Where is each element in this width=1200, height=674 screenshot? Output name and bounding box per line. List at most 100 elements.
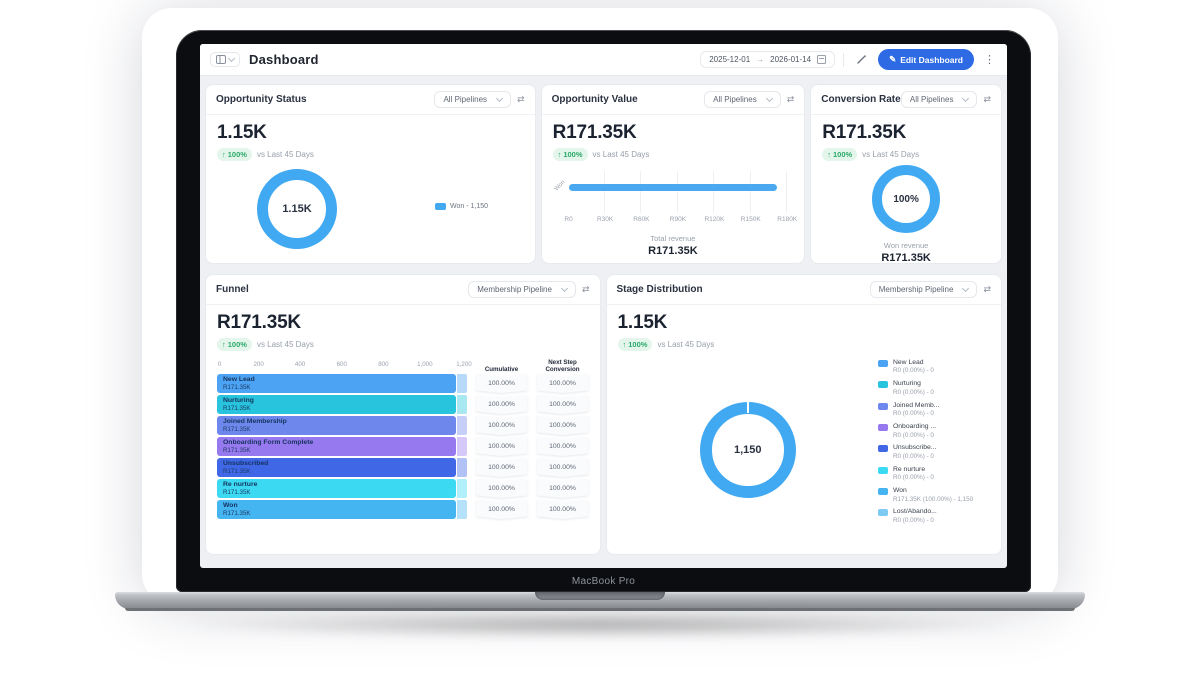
legend-item: Re nurture R0 (0.00%) - 0 — [877, 466, 990, 482]
dashboard-switcher-button[interactable] — [210, 52, 240, 67]
topbar: Dashboard 2025-12-01 → 2026-01-14 — [200, 44, 1007, 76]
kebab-menu[interactable]: ⋮ — [984, 54, 995, 66]
change-badge: ↑ 100% — [552, 148, 588, 161]
legend-item: New Lead R0 (0.00%) - 0 — [877, 359, 990, 375]
legend-swatch — [435, 203, 446, 210]
funnel-bar-row: New Lead R171.35K — [217, 374, 467, 393]
funnel-bar-row: Unsubscribed R171.35K — [217, 458, 467, 477]
card-title: Funnel — [216, 284, 249, 295]
legend-label: Won - 1,150 — [450, 203, 489, 210]
laptop-lid: Dashboard 2025-12-01 → 2026-01-14 — [176, 30, 1031, 592]
card-opportunity-value: Opportunity Value All Pipelines ⇄ R171.3… — [540, 84, 806, 264]
funnel-bar-row: Onboarding Form Complete R171.35K — [217, 437, 467, 456]
card-stage-distribution: Stage Distribution Membership Pipeline ⇄… — [605, 274, 1002, 555]
footer-value: R171.35K — [881, 252, 931, 264]
funnel-bar-row: Re nurture R171.35K — [217, 479, 467, 498]
metric-value: R171.35K — [822, 122, 907, 143]
funnel-x-axis: 0 200 400 600 800 1,000 1,200 — [217, 361, 472, 368]
up-arrow-icon: ↑ — [827, 150, 831, 159]
change-badge: ↑ 100% — [217, 148, 252, 161]
laptop-base — [115, 592, 1085, 611]
change-badge: ↑ 100% — [617, 338, 653, 351]
donut-center-label: 1,150 — [733, 444, 762, 457]
conversion-rate-chart: 100% Won revenue R171.35K — [822, 165, 990, 264]
swap-icon[interactable]: ⇄ — [581, 284, 590, 294]
magic-wand-button[interactable] — [852, 51, 870, 69]
card-conversion-rate: Conversion Rate All Pipelines ⇄ R171.35K — [810, 84, 1002, 264]
pipeline-select[interactable]: Membership Pipeline — [869, 281, 978, 298]
change-badge: ↑ 100% — [217, 338, 252, 351]
stage-legend: New Lead R0 (0.00%) - 0 Nurturing R0 (0.… — [877, 357, 990, 530]
donut-center-label: 1.15K — [282, 203, 312, 215]
stage-distribution-chart: 1,150 New Lead R0 (0.00%) - 0 — [618, 357, 990, 530]
change-caption: vs Last 45 Days — [862, 150, 920, 159]
swap-icon[interactable]: ⇄ — [517, 94, 525, 104]
toolbar-divider — [843, 52, 845, 67]
swap-icon[interactable]: ⇄ — [983, 94, 991, 104]
dashboard-screen: Dashboard 2025-12-01 → 2026-01-14 — [200, 44, 1007, 568]
revenue-bar — [568, 184, 777, 191]
legend-item: Won R171.35K (100.00%) - 1,150 — [877, 487, 990, 503]
footer-label: Total revenue — [650, 234, 696, 243]
change-caption: vs Last 45 Days — [592, 150, 650, 159]
swap-icon[interactable]: ⇄ — [786, 94, 795, 104]
pipeline-select[interactable]: All Pipelines — [704, 91, 781, 108]
metric-value: 1.15K — [617, 312, 668, 333]
cumulative-column: Cumulative 100.00% 100.00% 100.00% 100.0… — [475, 361, 528, 521]
footer-label: Won revenue — [883, 241, 929, 250]
pipeline-select-value: All Pipelines — [909, 95, 954, 104]
pipeline-select[interactable]: All Pipelines — [434, 91, 512, 108]
pencil-icon: ✎ — [889, 54, 897, 64]
change-caption: vs Last 45 Days — [256, 340, 314, 349]
magic-wand-icon — [856, 55, 866, 64]
funnel-bar-row: Nurturing R171.35K — [217, 395, 467, 414]
chevron-down-icon — [765, 94, 773, 103]
change-badge: ↑ 100% — [822, 148, 858, 161]
up-arrow-icon: ↑ — [222, 150, 226, 159]
donut-legend: Won - 1,150 — [435, 203, 488, 210]
chevron-down-icon — [495, 94, 504, 103]
up-arrow-icon: ↑ — [622, 340, 627, 349]
pipeline-select[interactable]: Membership Pipeline — [468, 281, 576, 298]
card-title: Stage Distribution — [616, 284, 703, 295]
stage-distribution-donut: 1,150 — [699, 400, 796, 499]
laptop-shadow — [170, 612, 1030, 638]
funnel-bar-row: Joined Membership R171.35K — [217, 416, 467, 435]
chevron-down-icon — [227, 54, 236, 63]
legend-item: Joined Memb... R0 (0.00%) - 0 — [877, 402, 990, 418]
date-end[interactable]: 2026-01-14 — [770, 55, 812, 64]
funnel-bar-row: Won R171.35K — [217, 500, 467, 519]
opportunity-status-donut: 1.15K — [257, 169, 337, 249]
laptop-notch — [535, 592, 665, 600]
donut-notch — [746, 400, 749, 414]
date-range-picker[interactable]: 2025-12-01 → 2026-01-14 — [700, 51, 836, 68]
funnel-chart: 0 200 400 600 800 1,000 1,200 — [217, 359, 589, 521]
legend-item: Nurturing R0 (0.00%) - 0 — [877, 380, 990, 396]
edit-dashboard-button[interactable]: ✎ Edit Dashboard — [878, 49, 974, 70]
card-title: Opportunity Status — [216, 94, 307, 105]
opportunity-value-chart: Won R0 R30K R60K R90K — [553, 171, 798, 257]
layout-icon — [216, 55, 226, 64]
metric-value: R171.35K — [552, 122, 637, 143]
donut-center-label: 100% — [893, 193, 919, 205]
chevron-down-icon — [560, 284, 568, 293]
footer-value: R171.35K — [648, 245, 698, 257]
y-axis-label: Won — [553, 179, 567, 193]
dashboard-body: Opportunity Status All Pipelines ⇄ 1.15K — [200, 76, 1007, 568]
x-axis: R0 R30K R60K R90K R120K R150K R180K — [564, 216, 798, 223]
metric-value: 1.15K — [217, 122, 267, 143]
swap-icon[interactable]: ⇄ — [983, 284, 991, 294]
next-step-conversion-column: Next Step Conversion 100.00% 100.00% 100… — [536, 359, 589, 521]
legend-item: Onboarding ... R0 (0.00%) - 0 — [877, 423, 990, 439]
arrow-right-icon: → — [756, 55, 765, 64]
change-caption: vs Last 45 Days — [256, 150, 314, 159]
card-funnel: Funnel Membership Pipeline ⇄ R171.35K — [205, 274, 601, 555]
conversion-rate-donut: 100% — [872, 165, 941, 233]
pipeline-select-value: All Pipelines — [443, 95, 488, 104]
date-start[interactable]: 2025-12-01 — [709, 55, 751, 64]
pipeline-select[interactable]: All Pipelines — [900, 91, 978, 108]
macbook-label: MacBook Pro — [571, 576, 636, 587]
pipeline-select-value: Membership Pipeline — [477, 285, 552, 294]
calendar-icon — [817, 55, 827, 64]
up-arrow-icon: ↑ — [557, 150, 562, 159]
